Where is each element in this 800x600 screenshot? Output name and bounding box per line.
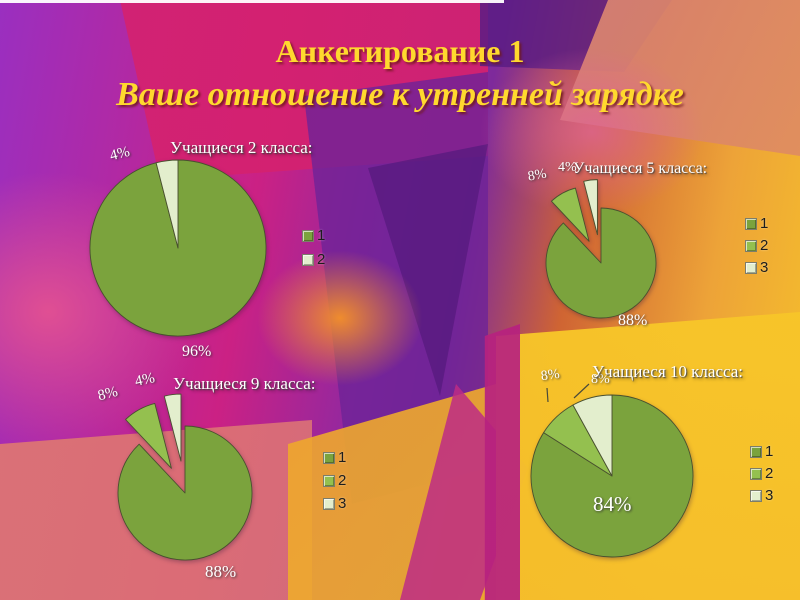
legend-label: 3 (765, 487, 774, 504)
leader-line (546, 387, 549, 403)
legend-item: 1 (302, 227, 326, 244)
chart-title: Учащиеся 9 класса: (173, 374, 316, 393)
slide-top-border (0, 0, 504, 3)
legend-item: 3 (745, 259, 769, 276)
legend-label: 2 (765, 465, 774, 482)
legend-item: 2 (745, 237, 769, 254)
legend: 1 2 3 (323, 449, 347, 512)
pie-svg-grade2 (89, 159, 267, 337)
legend-swatch (323, 474, 335, 487)
legend-label: 1 (317, 227, 326, 244)
slice-label: 8% (526, 166, 548, 185)
legend-label: 2 (760, 237, 769, 254)
legend-label: 1 (760, 215, 769, 232)
slice-label: 84% (593, 492, 632, 516)
legend-label: 1 (765, 443, 774, 460)
legend-label: 3 (760, 259, 769, 276)
legend-swatch (323, 451, 335, 464)
slide-title-line2: Ваше отношение к утренней зарядке (116, 76, 684, 113)
legend-item: 1 (745, 215, 769, 232)
legend-swatch (745, 239, 757, 252)
legend-item: 2 (323, 472, 347, 489)
legend-label: 2 (338, 472, 347, 489)
legend-label: 1 (338, 449, 347, 466)
legend-swatch (745, 217, 757, 230)
legend-swatch (323, 497, 335, 510)
slice-label: 96% (182, 343, 212, 358)
legend-swatch (750, 489, 762, 502)
legend-swatch (302, 229, 314, 242)
legend-swatch (750, 467, 762, 480)
slide-title-line1: Анкетирование 1 (275, 33, 525, 69)
legend-label: 3 (338, 495, 347, 512)
legend: 1 2 3 (745, 215, 769, 276)
legend-item: 3 (323, 495, 347, 512)
legend-item: 2 (750, 465, 774, 482)
legend-swatch (302, 253, 314, 266)
pie-chart-grade9: Учащиеся 9 класса: 8% 4% 88% 1 2 3 (80, 362, 372, 590)
chart-title: Учащиеся 5 класса: (573, 160, 708, 177)
legend-item: 1 (323, 449, 347, 466)
pie-chart-grade5: Учащиеся 5 класса: 8% 4% 88% 1 2 3 (520, 152, 792, 334)
pie-slice (545, 207, 657, 319)
legend-label: 2 (317, 251, 326, 268)
pie-slice (583, 179, 598, 236)
leader-line (573, 383, 590, 399)
legend-item: 3 (750, 487, 774, 504)
slice-label: 88% (205, 562, 237, 581)
legend-swatch (745, 261, 757, 274)
chart-title: Учащиеся 10 класса: (592, 362, 744, 381)
pie-slice (117, 425, 253, 561)
legend-item: 1 (750, 443, 774, 460)
chart-title: Учащиеся 2 класса: (170, 138, 313, 157)
slice-label: 88% (618, 312, 648, 329)
legend: 1 2 3 (750, 443, 774, 504)
legend-item: 2 (302, 251, 326, 268)
pie-chart-grade2: Учащиеся 2 класса: 4% 96% 1 2 (80, 132, 372, 358)
pie-chart-grade10: 8% 8% Учащиеся 10 класса: 84% 1 2 3 (505, 352, 800, 592)
legend-swatch (750, 445, 762, 458)
legend: 1 2 (302, 227, 326, 268)
slice-label: 8% (539, 366, 561, 385)
